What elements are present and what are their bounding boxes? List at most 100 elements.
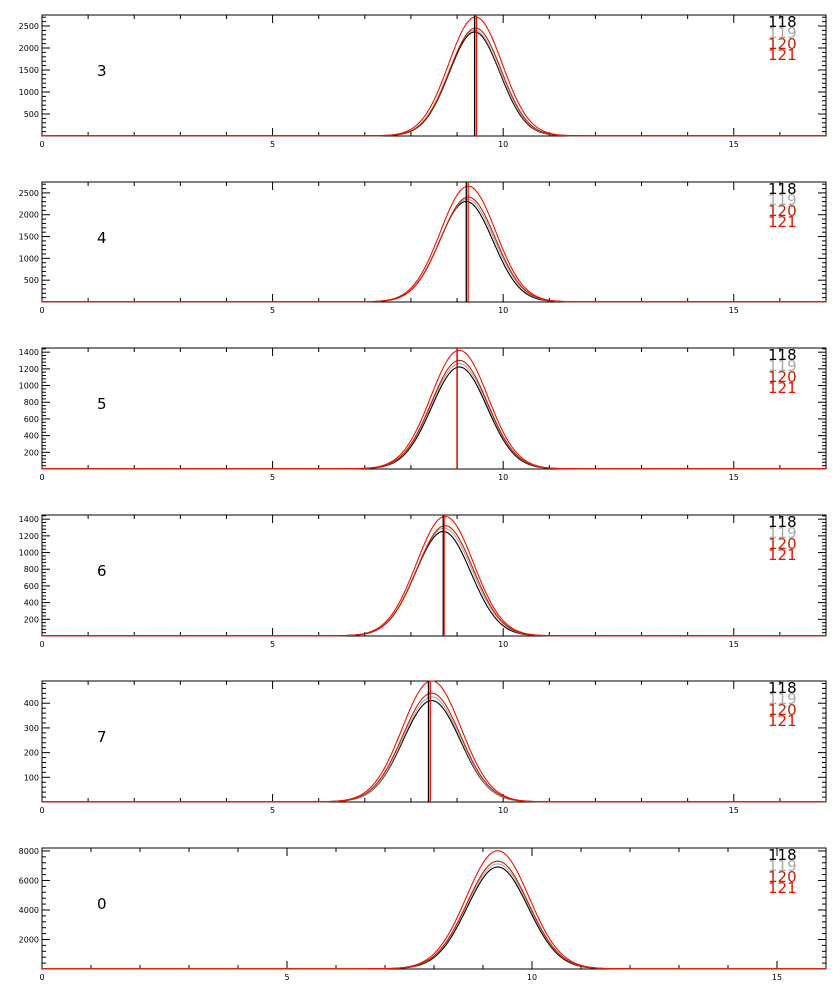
y-tick-label: 300 (24, 724, 39, 733)
y-tick-label: 8000 (19, 847, 39, 856)
legend-entry-118: 118 (768, 513, 797, 531)
legend-entry-121: 121 (768, 546, 797, 564)
series-line-118 (42, 366, 826, 470)
series-line-121 (42, 515, 826, 637)
series-line-120 (42, 860, 826, 970)
x-tick-label: 15 (729, 473, 739, 482)
legend-entry-118: 118 (768, 13, 797, 31)
series-line-121 (42, 185, 826, 303)
series-line-118 (42, 200, 826, 303)
x-tick-label: 5 (270, 473, 275, 482)
y-tick-label: 1000 (19, 254, 39, 263)
y-tick-label: 1200 (19, 365, 39, 374)
series-line-121 (42, 349, 826, 470)
x-tick-label: 15 (729, 640, 739, 649)
y-tick-label: 4000 (19, 906, 39, 915)
x-tick-label: 0 (39, 806, 44, 815)
series-line-118 (42, 699, 826, 803)
series-line-120 (42, 359, 826, 470)
plot-frame (41, 680, 827, 803)
series-line-120 (42, 692, 826, 803)
x-tick-label: 5 (284, 973, 289, 982)
x-tick-label: 5 (270, 140, 275, 149)
x-tick-label: 5 (270, 306, 275, 315)
panel-label: 6 (97, 562, 107, 580)
y-tick-label: 800 (24, 398, 39, 407)
x-tick-label: 0 (39, 306, 44, 315)
y-tick-label: 400 (24, 699, 39, 708)
legend-entry-118: 118 (768, 846, 797, 864)
series-line-121 (42, 850, 826, 970)
x-tick-label: 15 (729, 806, 739, 815)
plot-frame (41, 14, 827, 137)
y-tick-label: 2000 (19, 211, 39, 220)
legend-entry-118: 118 (768, 679, 797, 697)
legend-entry-121: 121 (768, 712, 797, 730)
series-line-118 (42, 530, 826, 637)
y-tick-label: 1400 (19, 515, 39, 524)
y-tick-label: 600 (24, 582, 39, 591)
series-line-119 (42, 198, 826, 303)
legend-entry-119: 119 (768, 357, 797, 375)
series-line-119 (42, 696, 826, 803)
plot-frame (41, 847, 827, 970)
y-tick-label: 2500 (19, 22, 39, 31)
series-line-119 (42, 29, 826, 137)
x-tick-label: 0 (39, 973, 44, 982)
series-line-121 (42, 680, 826, 803)
legend-entry-121: 121 (768, 213, 797, 231)
y-tick-label: 6000 (19, 876, 39, 885)
series-line-120 (42, 525, 826, 637)
y-tick-label: 2500 (19, 189, 39, 198)
x-tick-label: 5 (270, 640, 275, 649)
legend-entry-119: 119 (768, 524, 797, 542)
legend-entry-119: 119 (768, 24, 797, 42)
panel-label: 4 (97, 229, 107, 247)
legend-entry-120: 120 (768, 701, 797, 719)
panel-label: 0 (97, 895, 107, 913)
x-tick-label: 10 (498, 806, 508, 815)
y-tick-label: 2000 (19, 44, 39, 53)
legend-entry-118: 118 (768, 346, 797, 364)
y-tick-label: 200 (24, 448, 39, 457)
y-tick-label: 1200 (19, 532, 39, 541)
x-tick-label: 0 (39, 473, 44, 482)
panel-label: 7 (97, 728, 107, 746)
y-tick-label: 1400 (19, 348, 39, 357)
legend-entry-120: 120 (768, 202, 797, 220)
series-line-120 (42, 27, 826, 137)
x-tick-label: 15 (772, 973, 782, 982)
legend-entry-120: 120 (768, 35, 797, 53)
y-tick-label: 200 (24, 749, 39, 758)
y-tick-label: 500 (24, 276, 39, 285)
x-tick-label: 0 (39, 140, 44, 149)
y-tick-label: 400 (24, 432, 39, 441)
y-tick-label: 500 (24, 110, 39, 119)
x-tick-label: 10 (498, 473, 508, 482)
legend-entry-120: 120 (768, 535, 797, 553)
series-line-121 (42, 16, 826, 137)
y-tick-label: 800 (24, 565, 39, 574)
y-tick-label: 200 (24, 615, 39, 624)
legend-entry-121: 121 (768, 879, 797, 897)
y-tick-label: 1000 (19, 549, 39, 558)
series-line-119 (42, 527, 826, 637)
series-line-119 (42, 363, 826, 470)
legend-entry-120: 120 (768, 368, 797, 386)
y-tick-label: 1000 (19, 382, 39, 391)
y-tick-label: 1500 (19, 66, 39, 75)
x-tick-label: 10 (527, 973, 537, 982)
legend-entry-119: 119 (768, 857, 797, 875)
legend-entry-120: 120 (768, 868, 797, 886)
legend-entry-121: 121 (768, 46, 797, 64)
x-tick-label: 10 (498, 306, 508, 315)
x-tick-label: 15 (729, 306, 739, 315)
legend-entry-118: 118 (768, 180, 797, 198)
y-tick-label: 400 (24, 599, 39, 608)
x-tick-label: 15 (729, 140, 739, 149)
series-line-120 (42, 196, 826, 303)
x-tick-label: 10 (498, 140, 508, 149)
